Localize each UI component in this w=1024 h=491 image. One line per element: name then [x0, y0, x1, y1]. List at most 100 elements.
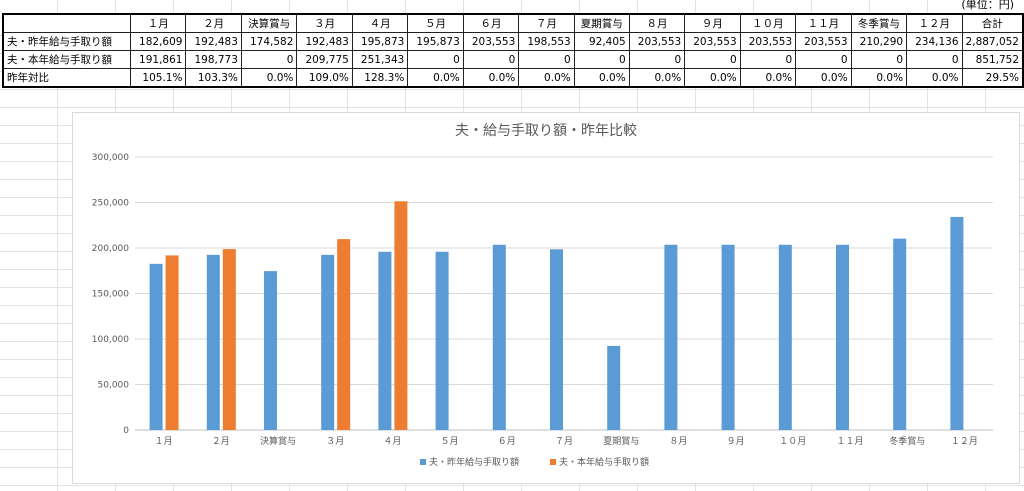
- column-header[interactable]: ５月: [407, 13, 464, 33]
- x-tick-label: １０月: [779, 436, 806, 447]
- x-tick-label: 決算賞与: [260, 435, 296, 447]
- column-header[interactable]: ８月: [628, 13, 686, 33]
- y-tick-label: 300,000: [92, 153, 129, 163]
- bar-chart: 夫・給与手取り額・昨年比較 0 50,000 100,000 150,000 200,00…: [92, 123, 993, 468]
- column-header[interactable]: ４月: [351, 13, 409, 33]
- bar: [378, 251, 392, 430]
- x-tick-label: １月: [155, 436, 173, 447]
- table-cell[interactable]: 2,887,052: [961, 32, 1024, 51]
- table-cell[interactable]: 203,553: [795, 32, 852, 51]
- bar: [206, 254, 220, 430]
- legend-swatch: [420, 459, 426, 465]
- table-cell[interactable]: 851,752: [961, 50, 1024, 69]
- y-tick-label: 50,000: [98, 381, 130, 391]
- column-header[interactable]: ３月: [296, 13, 353, 33]
- table-cell[interactable]: 29.5%: [961, 68, 1024, 88]
- column-header[interactable]: 夏期賞与: [573, 13, 630, 33]
- x-tick-label: ５月: [441, 436, 459, 447]
- table-cell[interactable]: 0: [795, 50, 852, 69]
- table-cell[interactable]: 92,405: [573, 32, 630, 51]
- bar: [721, 244, 735, 430]
- table-cell[interactable]: 0: [906, 50, 963, 69]
- table-cell[interactable]: 0.0%: [795, 68, 852, 88]
- bar: [492, 244, 506, 430]
- bar: [950, 216, 964, 430]
- table-cell[interactable]: 0.0%: [462, 68, 520, 88]
- bar: [836, 244, 849, 430]
- table-cell[interactable]: 195,873: [351, 32, 409, 51]
- table-cell[interactable]: 0.0%: [739, 68, 797, 88]
- table-cell[interactable]: 203,553: [462, 32, 520, 51]
- table-cell[interactable]: 109.0%: [296, 68, 353, 88]
- table-cell[interactable]: 0: [684, 50, 741, 69]
- bar: [893, 238, 907, 430]
- table-cell[interactable]: 0.0%: [850, 68, 908, 88]
- table-cell[interactable]: 198,773: [185, 50, 242, 69]
- row-label[interactable]: 昨年対比: [1, 68, 131, 88]
- table-row: 夫・本年給与手取り額 191,861 198,773 0 209,775 251,343 0…: [1, 50, 1024, 69]
- column-header[interactable]: ２月: [185, 13, 242, 33]
- table-cell[interactable]: 0: [407, 50, 464, 69]
- table-cell[interactable]: 0: [628, 50, 686, 69]
- table-cell[interactable]: 234,136: [906, 32, 963, 51]
- column-header[interactable]: １１月: [795, 13, 852, 33]
- column-header[interactable]: 決算賞与: [240, 13, 298, 33]
- column-header[interactable]: １２月: [906, 13, 963, 33]
- table-cell[interactable]: 0.0%: [407, 68, 464, 88]
- chart-area[interactable]: 夫・給与手取り額・昨年比較 0 50,000 100,000 150,000 200,00…: [72, 112, 1020, 484]
- table-cell[interactable]: 203,553: [628, 32, 686, 51]
- table-cell[interactable]: 182,609: [129, 32, 187, 51]
- column-header[interactable]: ９月: [684, 13, 741, 33]
- x-tick-label: ３月: [326, 436, 344, 447]
- table-cell[interactable]: 0: [739, 50, 797, 69]
- column-header[interactable]: １０月: [739, 13, 797, 33]
- table-cell[interactable]: 0.0%: [906, 68, 963, 88]
- table-cell[interactable]: 195,873: [407, 32, 464, 51]
- row-label[interactable]: 夫・本年給与手取り額: [1, 50, 131, 69]
- table-cell[interactable]: 0: [240, 50, 298, 69]
- table-cell[interactable]: 0: [573, 50, 630, 69]
- table-cell[interactable]: 105.1%: [129, 68, 187, 88]
- column-header[interactable]: ７月: [518, 13, 575, 33]
- table-cell[interactable]: 0.0%: [240, 68, 298, 88]
- column-header[interactable]: [1, 13, 131, 33]
- bar: [550, 249, 563, 430]
- y-tick-label: 150,000: [92, 290, 129, 300]
- table-cell[interactable]: 192,483: [296, 32, 353, 51]
- table-cell[interactable]: 0.0%: [628, 68, 686, 88]
- bar: [149, 263, 163, 430]
- table-header-row: １月 ２月 決算賞与 ３月 ４月 ５月 ６月 ７月 夏期賞与 ８月 ９月 １０月 １１月 冬季賞与 １２月合…: [1, 13, 1024, 33]
- table-cell[interactable]: 0: [518, 50, 575, 69]
- table-cell[interactable]: 203,553: [684, 32, 741, 51]
- bar: [664, 244, 678, 430]
- legend-swatch: [550, 459, 556, 465]
- table-cell[interactable]: 0.0%: [518, 68, 575, 88]
- column-header[interactable]: １月: [129, 13, 187, 33]
- bar: [222, 249, 236, 430]
- table-cell[interactable]: 0: [462, 50, 520, 69]
- table-cell[interactable]: 191,861: [129, 50, 187, 69]
- table-cell[interactable]: 251,343: [351, 50, 409, 69]
- legend-label: 夫・本年給与手取り額: [559, 456, 649, 468]
- x-tick-label: ９月: [727, 436, 745, 447]
- x-tick-label: 冬季賞与: [889, 435, 925, 447]
- table-cell[interactable]: 0.0%: [573, 68, 630, 88]
- table-cell[interactable]: 198,553: [518, 32, 575, 51]
- row-label[interactable]: 夫・昨年給与手取り額: [1, 32, 131, 51]
- table-cell[interactable]: 209,775: [296, 50, 353, 69]
- column-header[interactable]: ６月: [462, 13, 520, 33]
- x-tick-label: ８月: [669, 436, 687, 447]
- y-tick-label: 0: [123, 426, 129, 436]
- column-header[interactable]: 合計: [961, 13, 1024, 33]
- column-header[interactable]: 冬季賞与: [850, 13, 908, 33]
- table-cell[interactable]: 103.3%: [185, 68, 242, 88]
- bar: [435, 251, 449, 430]
- table-cell[interactable]: 0.0%: [684, 68, 741, 88]
- table-cell[interactable]: 174,582: [240, 32, 298, 51]
- table-cell[interactable]: 203,553: [739, 32, 797, 51]
- table-cell[interactable]: 128.3%: [351, 68, 409, 88]
- table-cell[interactable]: 210,290: [850, 32, 908, 51]
- table-cell[interactable]: 192,483: [185, 32, 242, 51]
- table-cell[interactable]: 0: [850, 50, 908, 69]
- x-tick-label: ２月: [212, 436, 230, 447]
